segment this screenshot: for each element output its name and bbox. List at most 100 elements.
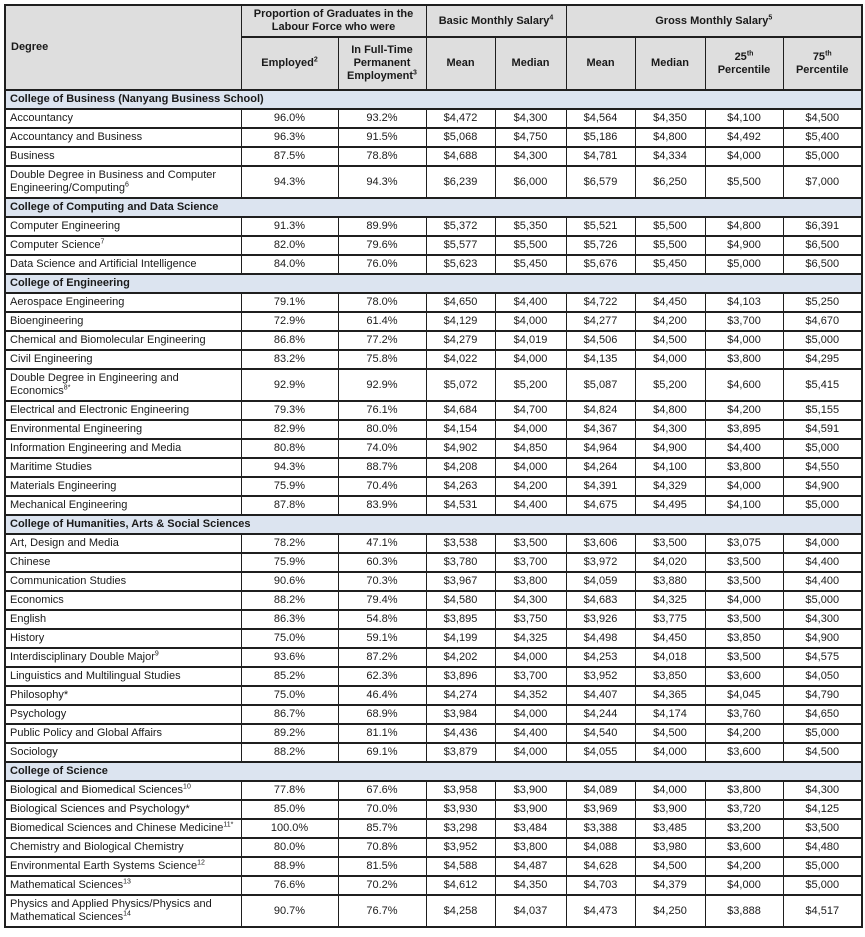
section-title: College of Computing and Data Science [4, 197, 863, 218]
degree-name: Physics and Applied Physics/Physics and … [4, 894, 242, 928]
value-cell: $4,900 [782, 628, 863, 649]
value-cell: $3,800 [704, 780, 784, 801]
degree-name: Chemical and Biomolecular Engineering [4, 330, 242, 351]
value-cell: $4,019 [494, 330, 567, 351]
value-cell: 78.2% [240, 533, 339, 554]
table-row: Chemical and Biomolecular Engineering 86.… [4, 330, 863, 351]
value-cell: 78.0% [337, 292, 427, 313]
value-cell: $3,896 [425, 666, 496, 687]
value-cell: $4,400 [782, 571, 863, 592]
value-cell: $4,325 [634, 590, 706, 611]
value-cell: $4,400 [704, 438, 784, 459]
table-row: Interdisciplinary Double Major9 93.6% 87.2… [4, 647, 863, 668]
value-cell: 87.5% [240, 146, 339, 167]
value-cell: $4,300 [782, 780, 863, 801]
value-cell: $4,900 [634, 438, 706, 459]
value-cell: 76.0% [337, 254, 427, 275]
value-cell: $4,050 [782, 666, 863, 687]
value-cell: $4,800 [704, 216, 784, 237]
value-cell: $4,600 [704, 368, 784, 402]
section-title: College of Humanities, Arts & Social Sci… [4, 514, 863, 535]
value-cell: $3,760 [704, 704, 784, 725]
value-cell: $4,250 [634, 894, 706, 928]
value-cell: $3,888 [704, 894, 784, 928]
value-cell: $3,500 [782, 818, 863, 839]
value-cell: $4,300 [494, 108, 567, 129]
value-cell: $3,775 [634, 609, 706, 630]
value-cell: 100.0% [240, 818, 339, 839]
degree-name: Environmental Engineering [4, 419, 242, 440]
value-cell: $4,670 [782, 311, 863, 332]
value-cell: $4,244 [565, 704, 636, 725]
table-row: Sociology 88.2% 69.1% $3,879 $4,000 $4,055 $4,… [4, 742, 863, 763]
value-cell: $6,391 [782, 216, 863, 237]
value-cell: $5,500 [704, 165, 784, 199]
value-cell: $6,250 [634, 165, 706, 199]
value-cell: $4,208 [425, 457, 496, 478]
section-header-row: College of Computing and Data Science [4, 197, 863, 218]
value-cell: 88.9% [240, 856, 339, 877]
value-cell: 90.6% [240, 571, 339, 592]
value-cell: $4,277 [565, 311, 636, 332]
degree-name: Communication Studies [4, 571, 242, 592]
value-cell: $5,000 [704, 254, 784, 275]
value-cell: $4,088 [565, 837, 636, 858]
column-header-gross-mean: Mean [565, 36, 636, 91]
table-row: Computer Science7 82.0% 79.6% $5,577 $5,500 $… [4, 235, 863, 256]
value-cell: $3,900 [494, 799, 567, 820]
value-cell: $6,239 [425, 165, 496, 199]
value-cell: $3,700 [704, 311, 784, 332]
value-cell: $5,726 [565, 235, 636, 256]
value-cell: $4,612 [425, 875, 496, 896]
value-cell: $4,900 [704, 235, 784, 256]
value-cell: $4,000 [494, 647, 567, 668]
value-cell: $4,329 [634, 476, 706, 497]
section-title: College of Science [4, 761, 863, 782]
value-cell: 75.0% [240, 685, 339, 706]
value-cell: $3,895 [704, 419, 784, 440]
value-cell: 77.8% [240, 780, 339, 801]
value-cell: $4,450 [634, 292, 706, 313]
value-cell: $4,367 [565, 419, 636, 440]
degree-name: Aerospace Engineering [4, 292, 242, 313]
value-cell: 80.0% [240, 837, 339, 858]
value-cell: $3,895 [425, 609, 496, 630]
value-cell: $4,472 [425, 108, 496, 129]
table-row: Double Degree in Engineering and Economi… [4, 368, 863, 402]
value-cell: 77.2% [337, 330, 427, 351]
footnote-marker: 8* [63, 384, 71, 392]
value-cell: $4,100 [704, 495, 784, 516]
value-cell: 60.3% [337, 552, 427, 573]
value-cell: 78.8% [337, 146, 427, 167]
value-cell: $3,500 [704, 552, 784, 573]
value-cell: $6,500 [782, 254, 863, 275]
column-header-fulltime-permanent: In Full-Time Permanent Employment3 [337, 36, 427, 91]
value-cell: $4,407 [565, 685, 636, 706]
value-cell: $4,575 [782, 647, 863, 668]
value-cell: $4,703 [565, 875, 636, 896]
degree-name: Environmental Earth Systems Science12 [4, 856, 242, 877]
value-cell: $5,521 [565, 216, 636, 237]
table-row: Mechanical Engineering 87.8% 83.9% $4,531 $4… [4, 495, 863, 516]
value-cell: $4,683 [565, 590, 636, 611]
value-cell: 81.1% [337, 723, 427, 744]
value-cell: $4,800 [634, 127, 706, 148]
value-cell: $5,000 [782, 495, 863, 516]
degree-name: Mechanical Engineering [4, 495, 242, 516]
degree-name: Civil Engineering [4, 349, 242, 370]
value-cell: 89.9% [337, 216, 427, 237]
column-header-degree: Degree [4, 4, 242, 91]
value-cell: $3,500 [704, 571, 784, 592]
value-cell: $4,279 [425, 330, 496, 351]
value-cell: $4,125 [782, 799, 863, 820]
value-cell: 75.8% [337, 349, 427, 370]
value-cell: $3,926 [565, 609, 636, 630]
value-cell: $4,400 [494, 723, 567, 744]
value-cell: $4,500 [634, 330, 706, 351]
value-cell: $4,473 [565, 894, 636, 928]
value-cell: 92.9% [240, 368, 339, 402]
value-cell: $4,274 [425, 685, 496, 706]
value-cell: $4,135 [565, 349, 636, 370]
degree-name: Biological Sciences and Psychology* [4, 799, 242, 820]
value-cell: $4,506 [565, 330, 636, 351]
